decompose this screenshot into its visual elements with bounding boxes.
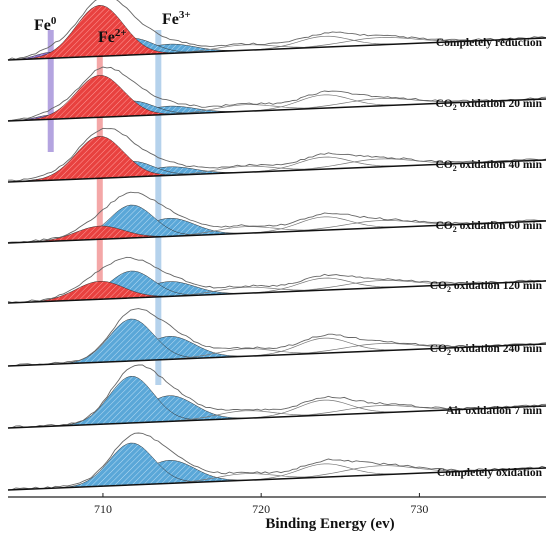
background-line <box>7 37 547 61</box>
background-line <box>7 159 547 183</box>
spectrum-line <box>7 127 547 182</box>
spectrum-panel: CO2 oxidation 240 min <box>7 308 547 367</box>
background-line <box>7 405 547 429</box>
background-line <box>7 220 547 244</box>
background-line <box>7 98 547 122</box>
series-label: Completely reduction <box>436 37 543 49</box>
fe3-fit-peak <box>7 375 547 429</box>
species-label-fe3: Fe3+ <box>162 9 191 28</box>
background-line <box>7 343 547 367</box>
fe2-fit-peak <box>7 5 547 61</box>
x-axis-title: Binding Energy (ev) <box>265 516 394 532</box>
spectrum-line <box>7 364 547 429</box>
series-label: Air oxidation 7 min <box>446 405 543 417</box>
spectrum-panel: CO2 oxidation 60 min <box>7 191 547 244</box>
series-label: Completely oxidation <box>437 467 543 479</box>
spectrum-panel: CO2 oxidation 120 min <box>7 256 547 304</box>
spectrum-line <box>7 0 547 61</box>
spectrum-panel: Air oxidation 7 min <box>7 364 547 429</box>
series-label: CO2 oxidation 240 min <box>430 343 543 357</box>
x-tick-label: 730 <box>410 502 428 516</box>
spectrum-panel: Completely oxidation <box>7 432 547 491</box>
series-label: CO2 oxidation 40 min <box>435 159 542 173</box>
spectrum-line <box>7 66 547 122</box>
spectrum-panel: Completely reduction <box>7 0 547 61</box>
species-band-fe3 <box>155 30 162 385</box>
background-line <box>7 467 547 491</box>
species-label-fe2: Fe2+ <box>98 27 127 46</box>
spectrum-line <box>7 256 547 303</box>
x-axis: 710 720 730 <box>8 493 546 516</box>
series-label: CO2 oxidation 60 min <box>435 220 542 234</box>
spectrum-line <box>7 308 547 367</box>
spectrum-line <box>7 432 547 491</box>
x-tick-label: 710 <box>94 502 112 516</box>
series-label: CO2 oxidation 20 min <box>435 98 542 112</box>
species-label-fe0: Fe0 <box>34 15 57 34</box>
x-tick-label: 720 <box>252 502 270 516</box>
species-band-fe0 <box>47 30 54 152</box>
background-line <box>7 280 547 304</box>
spectrum-panel: CO2 oxidation 20 min <box>7 66 547 122</box>
series-label: CO2 oxidation 120 min <box>430 280 543 294</box>
spectrum-panel: CO2 oxidation 40 min <box>7 127 547 183</box>
spectrum-line <box>7 191 547 243</box>
